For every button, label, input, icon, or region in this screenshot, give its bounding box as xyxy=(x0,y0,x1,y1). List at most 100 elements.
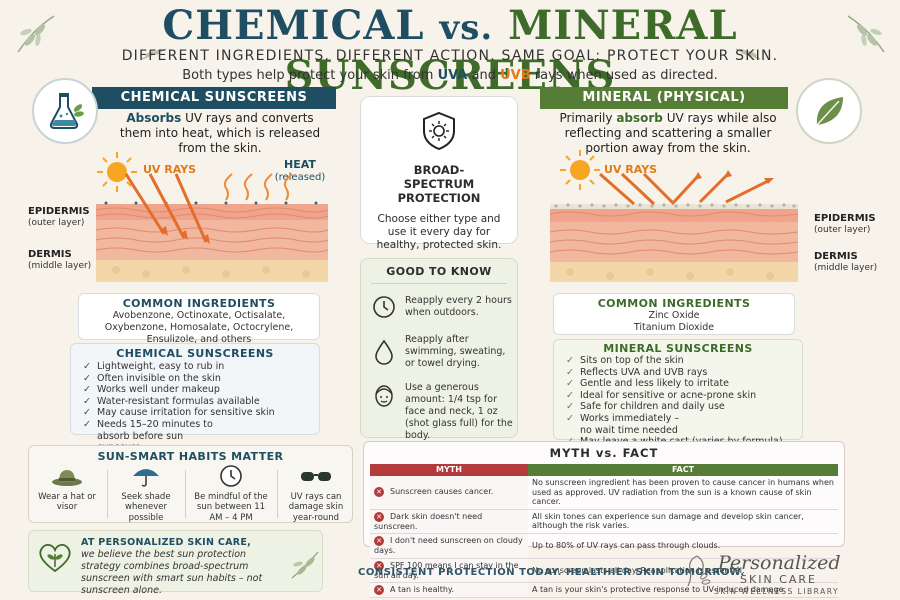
list-item: Reflects UVA and UVB rays xyxy=(564,367,802,379)
list-item: Works well under makeup xyxy=(81,384,319,396)
chemical-epidermis-label: EPIDERMIS (outer layer) xyxy=(28,206,90,229)
table-row: ✕ Dark skin doesn't need sunscreen. All s… xyxy=(370,509,838,534)
tip-reapply: Reapply every 2 hours when outdoors. xyxy=(369,292,517,322)
tagline-and: and xyxy=(471,68,496,83)
page-title: CHEMICAL vs. MINERAL SUNSCREENS xyxy=(0,2,900,100)
heart-plant-icon xyxy=(35,537,75,581)
fact-text: No sunscreen ingredient has been proven … xyxy=(528,476,838,510)
flask-icon xyxy=(32,78,98,144)
brand-caps: SKIN CARE xyxy=(740,573,817,586)
list-item: Safe for children and daily use xyxy=(564,401,802,413)
table-row: ✕ A tan is healthy. A tan is your skin's … xyxy=(370,582,838,598)
title-mineral: MINERAL SUNSCREENS xyxy=(284,2,738,99)
mineral-header: MINERAL (PHYSICAL) SUNSCREENS xyxy=(540,87,788,127)
epidermis-sub: (outer layer) xyxy=(814,225,871,235)
umbrella-icon xyxy=(111,464,181,492)
chemical-list-title: CHEMICAL SUNSCREENS xyxy=(116,347,274,360)
ingredient-titanium: Titanium Dioxide xyxy=(633,322,715,333)
mineral-ingredients-box: COMMON INGREDIENTS Zinc Oxide Titanium D… xyxy=(553,293,795,335)
habit-year-round-text: UV rays can damage skin year-round xyxy=(288,491,344,523)
habit-shade: Seek shade whenever possible xyxy=(111,464,181,523)
habit-timing: Be mindful of the sun between 11 AM – 4 … xyxy=(189,464,273,523)
table-row: ✕ Sunscreen causes cancer. No sunscreen i… xyxy=(370,476,838,510)
broad-spectrum-card: BROAD-SPECTRUM PROTECTION Choose either … xyxy=(360,96,518,251)
title-vs: vs. xyxy=(439,8,494,48)
face-icon xyxy=(369,382,399,412)
list-item: Sits on top of the skin xyxy=(564,355,802,367)
heat-label-sub: (released) xyxy=(274,172,326,183)
mineral-uv-label: UV RAYS xyxy=(604,163,658,176)
myth-fact-table: ✕ Sunscreen causes cancer. No sunscreen i… xyxy=(370,476,838,598)
mineral-epidermis-label: EPIDERMIS (outer layer) xyxy=(814,213,876,236)
table-row: ✕ SPF 100 means I can stay in the sun all… xyxy=(370,558,838,583)
philosophy-heading: AT PERSONALIZED SKIN CARE, xyxy=(81,537,252,548)
brand-script: Personalized xyxy=(718,552,841,574)
mineral-list-box: MINERAL SUNSCREENS Sits on top of the sk… xyxy=(553,339,803,447)
x-icon: ✕ xyxy=(374,511,384,522)
leaf-decoration-icon xyxy=(844,12,888,63)
myth-text: Dark skin doesn't need sunscreen. xyxy=(374,511,483,531)
clock-icon xyxy=(369,292,399,322)
chemical-desc-bold: Absorbs xyxy=(126,111,182,125)
tip-reapply-text: Reapply every 2 hours when outdoors. xyxy=(405,295,512,318)
heat-label-text: HEAT xyxy=(284,158,316,171)
list-item: Works immediately – no wait time needed xyxy=(564,413,684,436)
chemical-uv-label: UV RAYS xyxy=(143,163,197,176)
mineral-desc-rest: UV rays while also reflecting and scatte… xyxy=(564,111,777,155)
fact-column-header: FACT xyxy=(528,464,838,476)
chemical-ingredients-text: Avobenzone, Octinoxate, Octisalate, Oxyb… xyxy=(104,310,294,345)
hat-icon xyxy=(33,464,101,492)
chemical-ingredients-box: COMMON INGREDIENTS Avobenzone, Octinoxat… xyxy=(78,293,320,345)
sunglasses-icon xyxy=(281,464,351,492)
myth-text: SPF 100 means I can stay in the sun all … xyxy=(374,560,519,580)
droplet-icon xyxy=(369,337,399,367)
list-item: Lightweight, easy to rub in xyxy=(81,361,319,373)
fact-text: Up to 80% of UV rays can pass through cl… xyxy=(528,533,838,559)
broad-spectrum-text: Choose either type and use it every day … xyxy=(376,213,502,251)
sun-icon xyxy=(95,150,139,198)
divider xyxy=(107,470,108,518)
philosophy-text: AT PERSONALIZED SKIN CARE, we believe th… xyxy=(81,537,281,597)
chemical-benefits-list: Lightweight, easy to rub in Often invisi… xyxy=(81,361,319,454)
tip-amount-text: Use a generous amount: 1/4 tsp for face … xyxy=(405,382,513,441)
broad-spectrum-title: BROAD-SPECTRUM PROTECTION xyxy=(397,163,481,205)
mineral-skin-diagram xyxy=(549,170,799,294)
brand-sub: SKIN WELLNESS LIBRARY xyxy=(714,587,840,596)
mineral-dermis-label: DERMIS (middle layer) xyxy=(814,251,877,274)
mineral-ingredients-title: COMMON INGREDIENTS xyxy=(597,297,751,310)
tagline-pre: Both types help protect your skin from xyxy=(182,68,434,83)
philosophy-box: AT PERSONALIZED SKIN CARE, we believe th… xyxy=(28,530,323,596)
tip-swimming: Reapply after swimming, sweating, or tow… xyxy=(369,334,517,370)
leaf-small-icon xyxy=(288,548,322,586)
chemical-skin-diagram xyxy=(95,170,329,294)
epidermis-text: EPIDERMIS xyxy=(28,206,90,217)
dermis-text: DERMIS xyxy=(814,251,858,262)
x-icon: ✕ xyxy=(374,585,384,595)
leaf-icon xyxy=(796,78,862,144)
myth-text: A tan is healthy. xyxy=(390,585,455,594)
sun-icon xyxy=(558,148,602,196)
dermis-text: DERMIS xyxy=(28,249,72,260)
shield-sun-icon xyxy=(361,111,517,155)
tagline-uvb: UVB xyxy=(500,68,531,83)
tip-amount: Use a generous amount: 1/4 tsp for face … xyxy=(369,382,517,442)
myth-fact-title: MYTH vs. FACT xyxy=(549,446,659,460)
divider xyxy=(277,470,278,518)
list-item: Ideal for sensitive or acne-prone skin xyxy=(564,390,802,402)
habit-hat-text: Wear a hat or visor xyxy=(38,491,96,513)
x-icon: ✕ xyxy=(374,536,384,546)
mineral-benefits-list: Sits on top of the skin Reflects UVA and… xyxy=(564,355,802,448)
myth-column-header: MYTH xyxy=(370,464,528,476)
good-to-know-title: GOOD TO KNOW xyxy=(386,265,492,278)
myth-text: I don't need sunscreen on cloudy days. xyxy=(374,536,523,555)
ingredient-zinc: Zinc Oxide xyxy=(648,310,700,321)
list-item: May cause irritation for sensitive skin xyxy=(81,407,319,419)
footer-tagline: CONSISTENT PROTECTION TODAY. HEALTHIER S… xyxy=(358,567,745,578)
tagline-post: rays when used as directed. xyxy=(534,68,718,83)
fact-text: A tan is your skin's protective response… xyxy=(528,582,838,598)
x-icon: ✕ xyxy=(374,487,384,498)
mineral-desc-bold: absorb xyxy=(616,111,663,125)
dermis-sub: (middle layer) xyxy=(814,263,878,273)
chemical-desc-rest: UV rays and converts them into heat, whi… xyxy=(119,111,321,155)
x-icon: ✕ xyxy=(374,560,384,571)
